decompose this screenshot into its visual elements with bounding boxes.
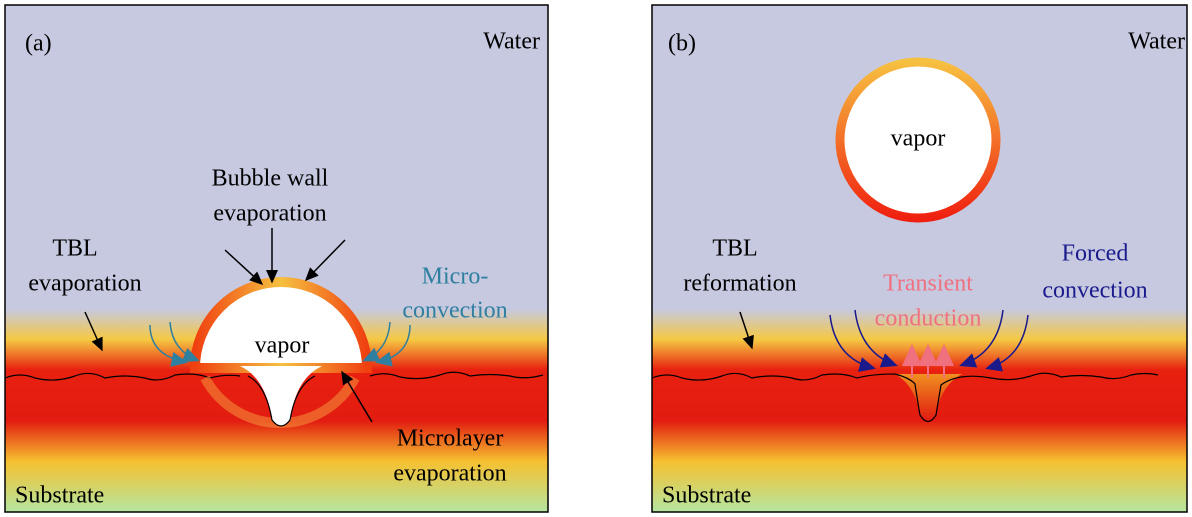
annotation: evaporation	[28, 271, 141, 297]
panel-b: (b) Water vapor TBL reformation Transien…	[652, 5, 1187, 512]
annotation: reformation	[683, 271, 796, 297]
annotation: Transient	[883, 271, 973, 297]
water-label: Water	[1128, 29, 1185, 55]
annotation: TBL	[712, 236, 757, 262]
annotation: conduction	[875, 306, 982, 332]
diagram: (a) Water vapor Bubble wall evaporation …	[0, 0, 1192, 517]
annotation: convection	[402, 298, 507, 324]
annotation: Forced	[1062, 241, 1129, 267]
annotation: evaporation	[393, 461, 506, 487]
annotation: Bubble wall	[212, 166, 329, 192]
vapor-label: vapor	[255, 333, 310, 359]
annotation: evaporation	[213, 201, 326, 227]
substrate-label: Substrate	[662, 483, 751, 509]
annotation: convection	[1042, 278, 1147, 304]
vapor-label: vapor	[891, 126, 946, 152]
annotation: Microlayer	[397, 426, 504, 452]
annotation: Micro-	[422, 264, 489, 290]
annotation: TBL	[52, 236, 97, 262]
substrate-label: Substrate	[15, 483, 104, 509]
water-label: Water	[483, 29, 540, 55]
panel-a: (a) Water vapor Bubble wall evaporation …	[5, 5, 548, 512]
panel-label: (b)	[668, 31, 696, 57]
panel-label: (a)	[25, 31, 52, 57]
